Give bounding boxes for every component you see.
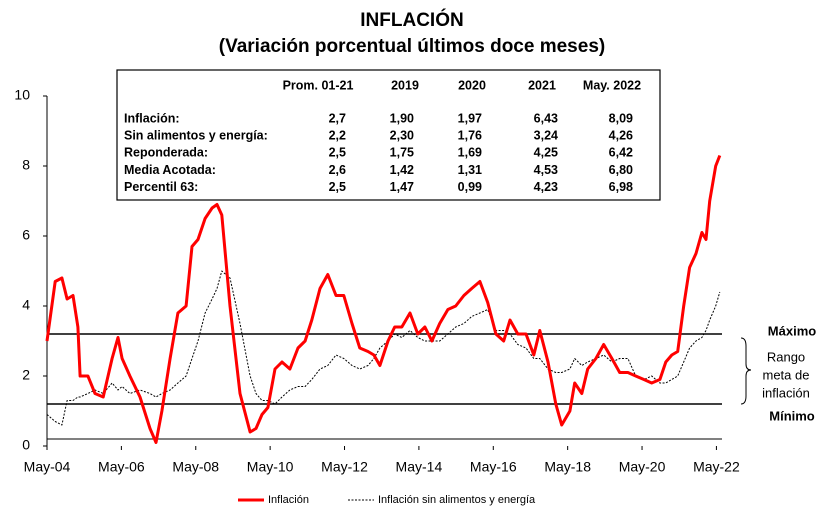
table-cell: 1,31 [458, 163, 482, 177]
table-cell: 6,43 [534, 111, 558, 125]
table-cell: 6,98 [609, 180, 633, 194]
table-cell: 6,42 [609, 146, 633, 160]
table-row-label: Sin alimentos y energía: [124, 128, 268, 142]
x-tick-label: May-10 [247, 459, 294, 475]
x-tick-label: May-14 [396, 459, 443, 475]
table-cell: 2,2 [329, 128, 346, 142]
x-tick-label: May-18 [544, 459, 591, 475]
table-header: 2019 [391, 78, 419, 92]
range-bracket [740, 337, 752, 405]
y-tick-label: 4 [22, 297, 30, 313]
y-tick-label: 10 [14, 87, 30, 103]
table-cell: 1,75 [390, 146, 414, 160]
table-header: 2021 [528, 78, 556, 92]
x-tick-label: May-06 [98, 459, 145, 475]
table-cell: 1,42 [390, 163, 414, 177]
chart-title: INFLACIÓN [360, 9, 463, 31]
reference-label: Máximo [768, 323, 816, 338]
table-cell: 1,97 [458, 111, 482, 125]
table-cell: 2,5 [329, 180, 346, 194]
table-row-label: Percentil 63: [124, 180, 198, 194]
table-cell: 0,99 [458, 180, 482, 194]
table-cell: 4,25 [534, 146, 558, 160]
table-cell: 3,24 [534, 128, 558, 142]
y-tick-label: 2 [22, 367, 30, 383]
x-tick-label: May-08 [172, 459, 219, 475]
table-cell: 4,23 [534, 180, 558, 194]
table-cell: 4,26 [609, 128, 633, 142]
table-header: Prom. 01-21 [283, 78, 354, 92]
chart-subtitle: (Variación porcentual últimos doce meses… [219, 36, 605, 57]
table-row-label: Inflación: [124, 111, 180, 125]
table-cell: 6,80 [609, 163, 633, 177]
x-tick-label: May-22 [693, 459, 740, 475]
table-cell: 1,90 [390, 111, 414, 125]
table-cell: 1,76 [458, 128, 482, 142]
table-header: 2020 [458, 78, 486, 92]
range-label: meta de [763, 367, 810, 382]
table-row-label: Reponderada: [124, 146, 208, 160]
table-cell: 2,6 [329, 163, 346, 177]
reference-label: Mínimo [769, 408, 815, 423]
y-tick-label: 8 [22, 157, 30, 173]
series-line [45, 154, 722, 444]
legend-label: Inflación [268, 494, 309, 506]
table-cell: 1,69 [458, 146, 482, 160]
table-cell: 2,7 [329, 111, 346, 125]
legend-label: Inflación sin alimentos y energía [378, 494, 536, 506]
table-cell: 1,47 [390, 180, 414, 194]
x-tick-label: May-20 [619, 459, 666, 475]
x-tick-label: May-04 [24, 459, 71, 475]
table-cell: 8,09 [609, 111, 633, 125]
table-cell: 2,30 [390, 128, 414, 142]
table-cell: 2,5 [329, 146, 346, 160]
series-line [46, 270, 721, 426]
table-cell: 4,53 [534, 163, 558, 177]
table-box [116, 69, 661, 201]
range-label: inflación [762, 385, 810, 400]
y-tick-label: 6 [22, 227, 30, 243]
table-row-label: Media Acotada: [124, 163, 216, 177]
range-label: Rango [767, 349, 805, 364]
x-tick-label: May-16 [470, 459, 517, 475]
table-header: May. 2022 [583, 78, 641, 92]
y-tick-label: 0 [22, 437, 30, 453]
x-tick-label: May-12 [321, 459, 368, 475]
